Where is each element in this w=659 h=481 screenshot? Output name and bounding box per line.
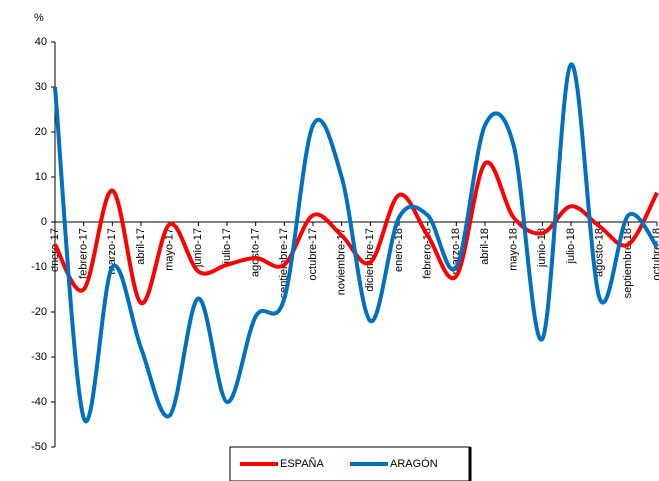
y-tick-label: -50 xyxy=(31,441,47,453)
y-tick-label: 0 xyxy=(41,216,47,228)
y-tick-label: 20 xyxy=(35,126,47,138)
y-tick-label: -10 xyxy=(31,261,47,273)
x-tick-label: abril-17 xyxy=(135,228,147,265)
x-tick-label: noviembre-17 xyxy=(336,228,348,295)
x-tick-label: julio-17 xyxy=(221,228,233,264)
legend-label: ESPAÑA xyxy=(280,457,324,470)
x-tick-label: agosto-17 xyxy=(250,228,262,277)
x-tick-label: abril-18 xyxy=(479,228,491,265)
x-tick-label: junio-18 xyxy=(536,228,548,268)
x-tick-label: enero-17 xyxy=(49,228,61,272)
x-tick-label: octubre-18 xyxy=(651,228,659,281)
y-tick-label: 30 xyxy=(35,81,47,93)
y-tick-label: -40 xyxy=(31,396,47,408)
legend-label: ARAGÓN xyxy=(390,457,438,470)
x-tick-label: octubre-17 xyxy=(307,228,319,281)
x-tick-label: febrero-17 xyxy=(78,228,90,279)
y-tick-label: 40 xyxy=(35,36,47,48)
line-series xyxy=(53,160,659,306)
y-tick-label: 10 xyxy=(35,171,47,183)
x-tick-label: marzo-17 xyxy=(106,228,118,274)
x-tick-label: mayo-18 xyxy=(508,228,520,271)
x-tick-label: enero-18 xyxy=(393,228,405,272)
y-tick-label: -20 xyxy=(31,306,47,318)
x-tick-label: agosto-18 xyxy=(594,228,606,277)
line-series xyxy=(53,62,659,424)
y-tick-label: -30 xyxy=(31,351,47,363)
x-tick-label: junio-17 xyxy=(192,228,204,268)
x-tick-label: mayo-17 xyxy=(164,228,176,271)
x-tick-label: julio-18 xyxy=(565,228,577,264)
y-axis-label: % xyxy=(34,12,44,24)
